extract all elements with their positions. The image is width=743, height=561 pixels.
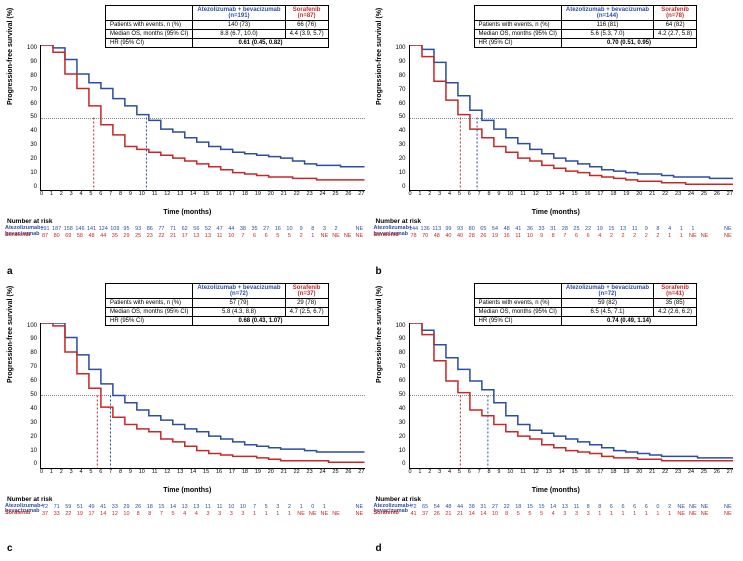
- y-axis-label: Progression-free survival (%): [376, 285, 383, 382]
- x-ticks: 0123456789101112131415161718192021222324…: [409, 469, 734, 475]
- chart-area: [409, 323, 734, 469]
- nar-arm-label: Sorafenib: [5, 233, 38, 239]
- nar-row: 1911871581461411241099593867771625652474…: [40, 226, 365, 232]
- y-ticks: 1009080706050403020100: [392, 323, 406, 468]
- y-ticks: 1009080706050403020100: [392, 45, 406, 190]
- summary-table: Atezolizumab + bevacizumab(n=72)Sorafeni…: [474, 283, 698, 326]
- y-ticks: 1009080706050403020100: [23, 45, 37, 190]
- panel-a: Atezolizumab + bevacizumab(n=191)Sorafen…: [5, 5, 370, 279]
- chart-area: [40, 323, 365, 469]
- y-axis-label: Progression-free survival (%): [7, 8, 14, 105]
- y-axis-label: Progression-free survival (%): [7, 285, 14, 382]
- x-axis-label: Time (months): [5, 487, 370, 494]
- y-ticks: 1009080706050403020100: [23, 323, 37, 468]
- nar-heading: Number at risk: [376, 496, 739, 503]
- x-axis-label: Time (months): [374, 487, 739, 494]
- nar-row: 373322191714121088754433331111NENENENENE: [40, 511, 365, 517]
- nar-row: 78704840402826191611109876642222211NENEN…: [409, 233, 734, 239]
- x-axis-label: Time (months): [5, 209, 370, 216]
- summary-table: Atezolizumab + bevacizumab(n=191)Sorafen…: [105, 5, 329, 48]
- summary-table: Atezolizumab + bevacizumab(n=144)Sorafen…: [474, 5, 698, 48]
- nar-heading: Number at risk: [7, 496, 370, 503]
- nar-row: 8780695848443529252322211713131110766552…: [40, 233, 365, 239]
- chart-area: [409, 45, 734, 191]
- nar-heading: Number at risk: [7, 218, 370, 225]
- nar-row: 1441361139993806554484136333128252219151…: [409, 226, 734, 232]
- panel-letter: d: [376, 543, 382, 554]
- panel-b: Atezolizumab + bevacizumab(n=144)Sorafen…: [374, 5, 739, 279]
- x-ticks: 0123456789101112131415161718192021222324…: [40, 191, 365, 197]
- panel-letter: c: [7, 543, 13, 554]
- nar-row: 72655448443831272218151514131188666602NE…: [409, 504, 734, 510]
- nar-heading: Number at risk: [376, 218, 739, 225]
- nar-arm-label: Sorafenib: [374, 233, 407, 239]
- panel-c: Atezolizumab + bevacizumab(n=72)Sorafeni…: [5, 283, 370, 557]
- summary-table: Atezolizumab + bevacizumab(n=72)Sorafeni…: [105, 283, 329, 326]
- panel-letter: b: [376, 266, 382, 277]
- x-axis-label: Time (months): [374, 209, 739, 216]
- nar-arm-label: Sorafenib: [374, 511, 407, 517]
- x-ticks: 0123456789101112131415161718192021222324…: [40, 469, 365, 475]
- nar-arm-label: Sorafenib: [5, 511, 38, 517]
- panel-letter: a: [7, 266, 13, 277]
- x-ticks: 0123456789101112131415161718192021222324…: [409, 191, 734, 197]
- nar-row: 4137262121141410855543331111111NENENENE: [409, 511, 734, 517]
- y-axis-label: Progression-free survival (%): [376, 8, 383, 105]
- panel-d: Atezolizumab + bevacizumab(n=72)Sorafeni…: [374, 283, 739, 557]
- nar-row: 7271595149413329261815141313111110107532…: [40, 504, 365, 510]
- chart-area: [40, 45, 365, 191]
